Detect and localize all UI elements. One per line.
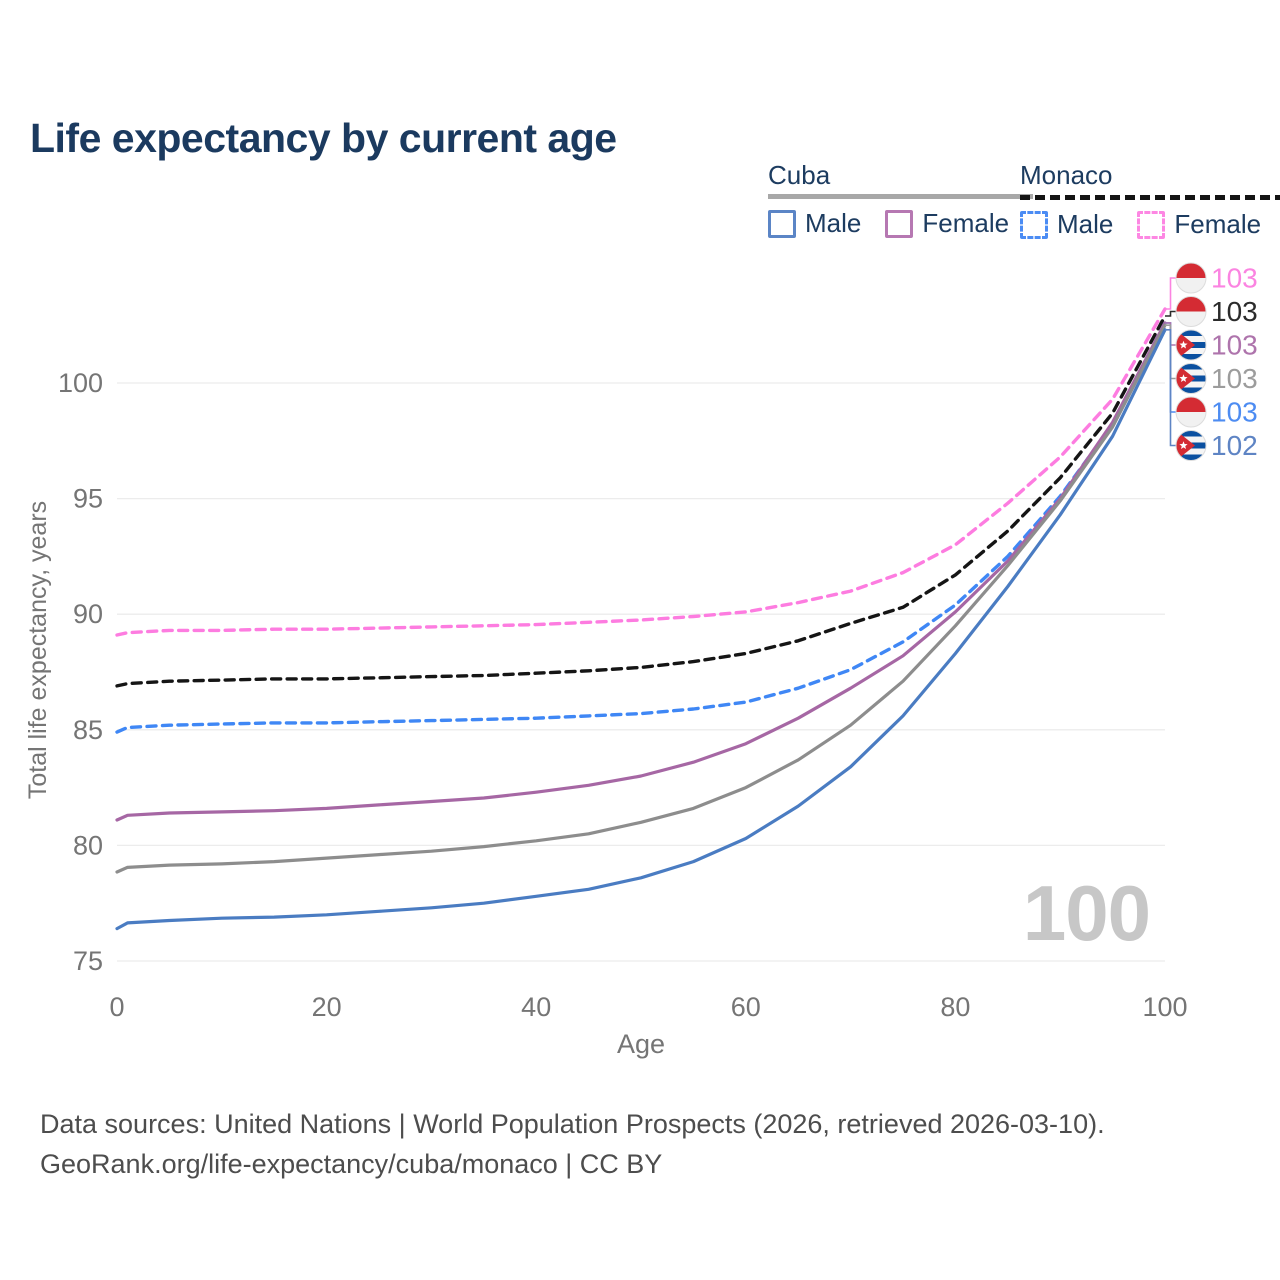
legend-label-monaco-female: Female: [1174, 209, 1262, 239]
y-tick-label: 80: [73, 830, 103, 860]
series-line-monaco_male: [115, 321, 1167, 734]
life-expectancy-line-chart: 75 80 85 90 95 100 0 20 40 60 80 100 Age Total life e…: [24, 262, 1258, 1059]
cuba-flag-icon: [1176, 330, 1206, 360]
gridlines: [117, 382, 1165, 962]
cuba-female-line-swatch: [885, 209, 914, 238]
cuba-total-line-swatch: [768, 194, 1034, 199]
end-value-label-monaco_male: 103: [1211, 397, 1258, 428]
y-tick-label: 100: [58, 368, 103, 398]
x-tick-label: 40: [521, 992, 551, 1022]
series-line-monaco_total: [115, 314, 1167, 688]
series-line-cuba_total: [115, 323, 1167, 874]
page-title: Life expectancy by current age: [30, 115, 617, 162]
legend-group-cuba: Cuba Male Female: [768, 160, 1034, 239]
series-lines: [115, 307, 1167, 931]
legend-country-monaco-label: Monaco: [1020, 160, 1113, 190]
x-tick-label: 20: [312, 992, 342, 1022]
end-label-connector-cuba_male: [1165, 329, 1176, 447]
monaco-flag-icon: [1176, 297, 1206, 327]
legend-label-cuba-female: Female: [922, 208, 1010, 238]
series-line-cuba_female: [115, 321, 1167, 822]
x-tick-label: 0: [109, 992, 124, 1022]
cuba-flag-icon: [1176, 431, 1206, 461]
age-indicator-watermark: 100: [1022, 869, 1151, 957]
x-tick-label: 100: [1142, 992, 1187, 1022]
y-axis-title: Total life expectancy, years: [24, 501, 52, 799]
end-label-connector-monaco_total: [1165, 310, 1176, 317]
footer-data-sources: Data sources: United Nations | World Pop…: [40, 1109, 1105, 1139]
monaco-male-line-swatch: [1020, 210, 1048, 239]
end-label-connector-monaco_female: [1165, 277, 1176, 310]
footer-attribution-link: GeoRank.org/life-expectancy/cuba/monaco …: [40, 1149, 663, 1179]
legend-item-cuba-female[interactable]: Female: [885, 208, 1009, 239]
x-axis-title: Age: [617, 1029, 665, 1059]
series-line-monaco_female: [115, 307, 1167, 637]
axes: 75 80 85 90 95 100 0 20 40 60 80 100 Age Total life e…: [24, 368, 1188, 1059]
legend-label-monaco-male: Male: [1057, 209, 1114, 239]
legend-item-cuba-male[interactable]: Male: [768, 208, 861, 239]
y-tick-label: 90: [73, 599, 103, 629]
legend-item-monaco-female[interactable]: Female: [1137, 209, 1261, 240]
monaco-flag-icon: [1176, 397, 1206, 427]
legend-group-monaco: Monaco Male Female: [1020, 160, 1280, 240]
legend-label-cuba-male: Male: [805, 208, 862, 238]
x-tick-label: 80: [940, 992, 970, 1022]
monaco-flag-icon: [1176, 263, 1206, 293]
end-value-label-cuba_female: 103: [1211, 330, 1258, 361]
legend-country-cuba-label: Cuba: [768, 160, 831, 190]
x-tick-label: 60: [731, 992, 761, 1022]
cuba-flag-icon: [1176, 364, 1206, 394]
y-tick-label: 95: [73, 484, 103, 514]
monaco-female-line-swatch: [1137, 210, 1166, 239]
monaco-total-line-swatch: [1020, 195, 1280, 200]
y-tick-label: 85: [73, 715, 103, 745]
legend-item-monaco-male[interactable]: Male: [1020, 209, 1113, 240]
series-line-cuba_male: [115, 328, 1167, 931]
end-value-label-monaco_female: 103: [1211, 263, 1258, 294]
end-value-label-cuba_male: 102: [1211, 430, 1258, 461]
cuba-male-line-swatch: [768, 209, 796, 238]
y-tick-label: 75: [73, 946, 103, 976]
end-value-label-cuba_total: 103: [1211, 363, 1258, 394]
footer: Data sources: United Nations | World Pop…: [40, 1104, 1105, 1184]
end-value-label-monaco_total: 103: [1211, 296, 1258, 327]
